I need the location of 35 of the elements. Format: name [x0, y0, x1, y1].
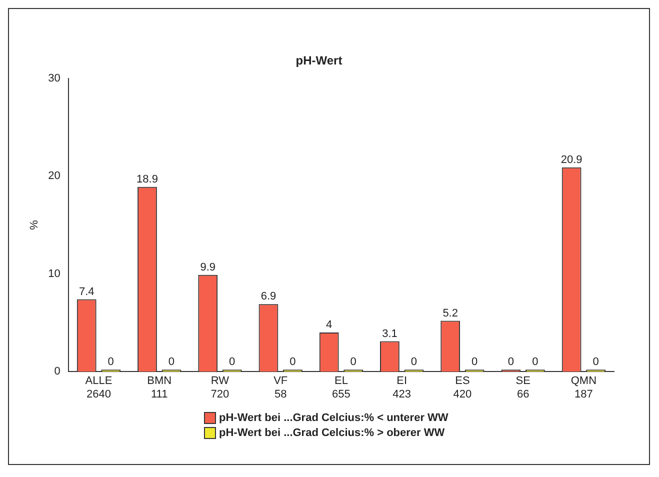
data-label: 0 — [410, 356, 418, 368]
data-label: 6.9 — [260, 290, 276, 303]
data-label: 0 — [532, 356, 538, 368]
x-tick-label: BMN 111 — [147, 375, 172, 400]
data-label: 20.9 — [560, 154, 582, 166]
data-label: 3.1 — [382, 328, 398, 340]
data-label: 0 — [350, 356, 356, 368]
y-axis-title: % — [28, 220, 41, 230]
x-tick-label: ES 420 — [453, 375, 472, 400]
x-tick-label: EL 655 — [332, 375, 350, 400]
x-tick-label: VF 58 — [274, 375, 288, 400]
y-tick-label: 30 — [48, 72, 60, 84]
x-tick-label: EI 423 — [392, 375, 412, 400]
data-label: 0 — [508, 356, 514, 368]
data-label: 0 — [290, 356, 296, 368]
y-tick-label: 20 — [48, 170, 60, 182]
data-label: 5.2 — [442, 307, 458, 320]
data-label: 18.9 — [136, 173, 158, 186]
x-tick-label: RW 720 — [210, 375, 230, 400]
data-label: 0 — [168, 356, 175, 368]
data-label: 0 — [472, 356, 478, 368]
data-label: 0 — [108, 356, 114, 368]
data-label: 4 — [326, 319, 332, 332]
data-label: 0 — [592, 356, 599, 368]
x-tick-label: QMN 187 — [570, 375, 597, 400]
data-label: 9.9 — [200, 261, 216, 274]
data-label: 7.4 — [78, 286, 94, 298]
legend-label: pH-Wert bei ...Grad Celcius:% > oberer WW — [219, 427, 445, 439]
data-label: 0 — [229, 356, 236, 368]
y-tick-label: 10 — [48, 268, 60, 280]
x-tick-label: ALLE 2640 — [85, 375, 112, 400]
y-tick-label: 0 — [54, 366, 60, 378]
chart-title: pH-Wert — [296, 54, 342, 68]
x-tick-label: SE 66 — [516, 375, 530, 400]
legend-label: pH-Wert bei ...Grad Celcius:% < unterer WW — [219, 412, 448, 424]
